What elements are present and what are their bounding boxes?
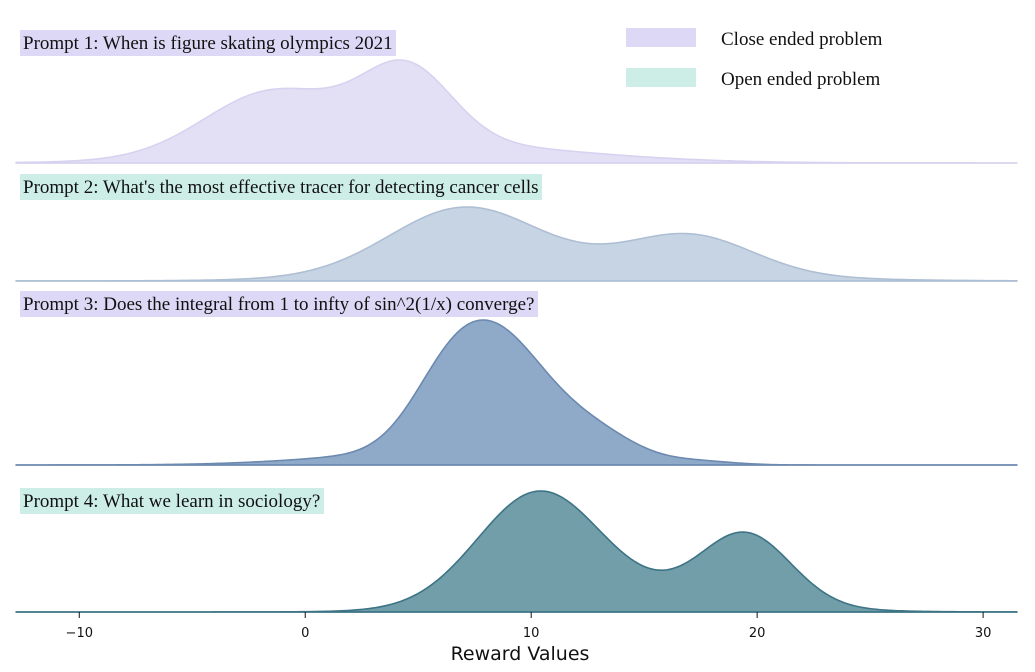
ridge-prompt-1: Prompt 1: When is figure skating olympic… [15,30,1018,164]
ridge-prompt-2: Prompt 2: What's the most effective trac… [15,174,1018,282]
x-axis: −10 0 10 20 30 [66,612,992,641]
legend-label-open-ended: Open ended problem [721,69,881,90]
prompt-1-label: Prompt 1: When is figure skating olympic… [23,33,393,54]
legend-label-close-ended: Close ended problem [721,29,883,50]
density-area-prompt-3 [15,319,1018,466]
prompt-2-label: Prompt 2: What's the most effective trac… [23,177,539,198]
prompt-2-label-bg [20,174,542,200]
prompt-3-label: Prompt 3: Does the integral from 1 to in… [23,294,534,315]
ridge-prompt-3: Prompt 3: Does the integral from 1 to in… [15,291,1018,466]
x-tick-label: 0 [301,626,309,641]
prompt-3-label-bg [20,291,538,317]
prompt-4-label-bg [20,488,324,514]
density-area-prompt-2 [15,206,1018,282]
x-tick-label: 30 [975,626,992,641]
x-axis-label: Reward Values [451,643,590,665]
legend-swatch-open-ended [626,68,696,87]
legend-swatch-close-ended [626,28,696,47]
prompt-4-label: Prompt 4: What we learn in sociology? [23,491,320,512]
x-tick-label: −10 [66,626,93,641]
prompt-1-label-bg [20,30,396,56]
x-tick-label: 20 [749,626,766,641]
legend: Close ended problem Open ended problem [626,28,883,90]
ridge-prompt-4: Prompt 4: What we learn in sociology? [15,488,1018,613]
x-tick-label: 10 [523,626,540,641]
